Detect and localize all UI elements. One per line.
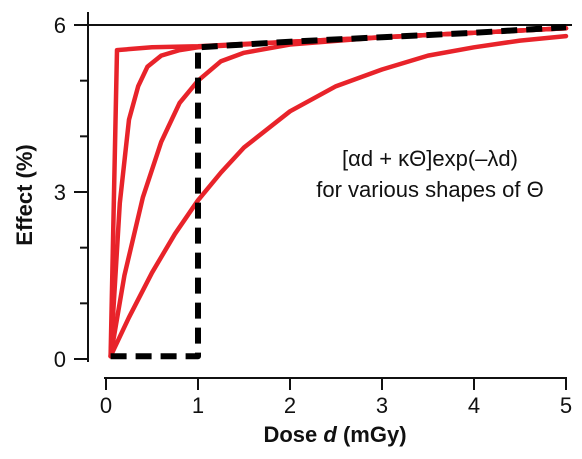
x-tick-label: 0 xyxy=(100,393,112,418)
x-tick-label: 5 xyxy=(560,393,572,418)
annotation-formula: [αd + κΘ]exp(–λd) xyxy=(342,146,518,171)
annotation-caption: for various shapes of Θ xyxy=(316,177,543,202)
x-axis-title: Dose d (mGy) xyxy=(263,422,406,447)
x-axis-title-part-2: (mGy) xyxy=(337,422,407,447)
curve-series-line-4 xyxy=(108,33,569,359)
x-axis-title-variable: d xyxy=(323,422,337,447)
curve-series-line-3 xyxy=(108,26,569,359)
x-tick-label: 1 xyxy=(192,393,204,418)
y-tick-label: 0 xyxy=(54,347,66,372)
y-tick-label: 6 xyxy=(54,13,66,38)
x-tick-label: 2 xyxy=(284,393,296,418)
series-layer xyxy=(108,24,569,360)
x-tick-label: 4 xyxy=(468,393,480,418)
y-tick-label: 3 xyxy=(54,180,66,205)
x-tick-label: 3 xyxy=(376,393,388,418)
ticks-group: 0 1 2 3 4 5 0 3 6 xyxy=(54,13,572,418)
x-axis-title-part-1: Dose xyxy=(263,422,323,447)
step-series-line xyxy=(110,24,567,360)
y-axis-title: Effect (%) xyxy=(12,144,37,245)
